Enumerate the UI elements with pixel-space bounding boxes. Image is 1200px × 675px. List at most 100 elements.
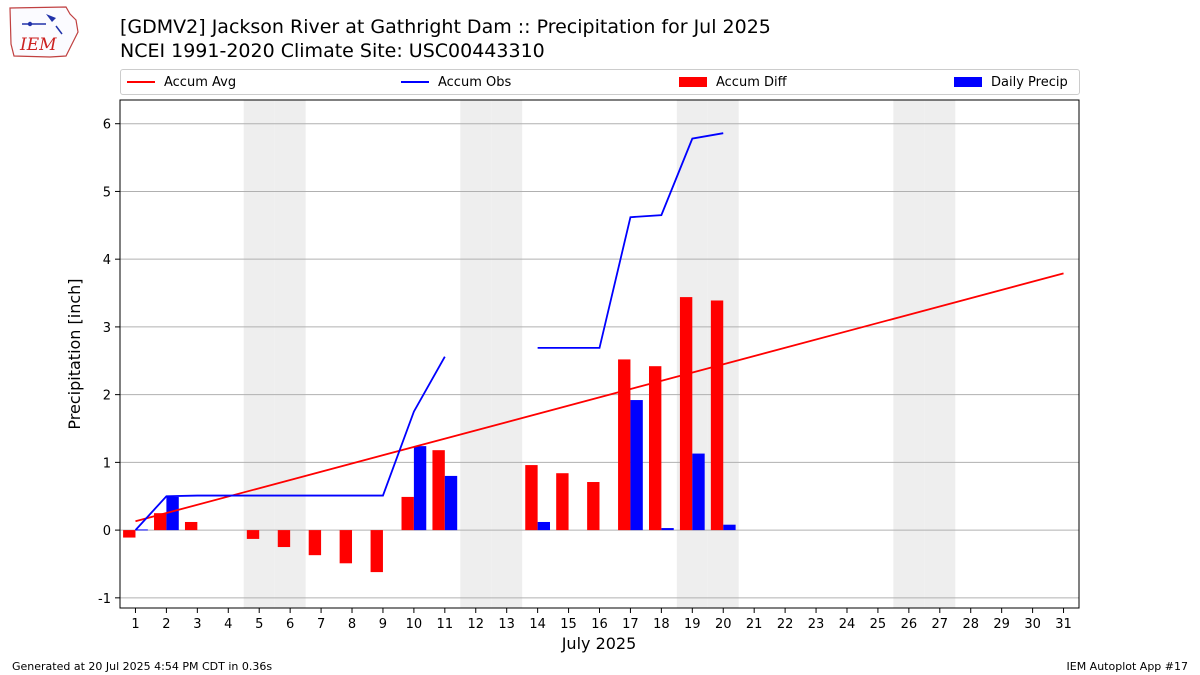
accum-diff-bar bbox=[339, 530, 353, 564]
accum-diff-bar bbox=[525, 465, 538, 531]
legend-label-daily-precip: Daily Precip bbox=[991, 74, 1068, 90]
accum-diff-bar bbox=[648, 366, 662, 531]
logo-text: IEM bbox=[19, 35, 57, 55]
x-tick-label: 12 bbox=[467, 617, 484, 632]
plot-frame bbox=[119, 99, 1080, 609]
accum-obs-series-line bbox=[537, 132, 724, 349]
weekend-band bbox=[460, 100, 492, 608]
x-tick-label: 13 bbox=[498, 617, 515, 632]
x-tick-label: 29 bbox=[993, 617, 1010, 632]
x-tick-label: 17 bbox=[622, 617, 639, 632]
y-tick-label: 1 bbox=[103, 456, 111, 471]
y-tick-label: 2 bbox=[103, 389, 111, 404]
x-tick-label: 25 bbox=[870, 617, 887, 632]
weekend-band bbox=[491, 100, 523, 608]
accum-diff-bar bbox=[587, 482, 600, 531]
x-tick-label: 30 bbox=[1024, 617, 1041, 632]
x-axis-label: July 2025 bbox=[561, 634, 637, 653]
x-tick-label: 18 bbox=[653, 617, 670, 632]
y-tick-label: 4 bbox=[103, 253, 111, 268]
legend-label-accum-obs: Accum Obs bbox=[438, 74, 512, 90]
x-tick-label: 19 bbox=[684, 617, 701, 632]
legend-label-accum-diff: Accum Diff bbox=[716, 74, 787, 90]
legend-swatch-blue-line bbox=[401, 81, 429, 83]
y-axis-label: Precipitation [inch] bbox=[65, 278, 84, 429]
weekend-band bbox=[676, 100, 708, 608]
accum-diff-bar bbox=[432, 450, 445, 531]
x-tick-label: 31 bbox=[1055, 617, 1072, 632]
x-tick-label: 1 bbox=[131, 617, 139, 632]
daily-precip-bar bbox=[661, 528, 674, 531]
accum-diff-bar bbox=[184, 521, 198, 531]
y-tick-label: -1 bbox=[98, 592, 111, 607]
daily-precip-bars bbox=[135, 400, 736, 531]
x-tick-label: 8 bbox=[348, 617, 356, 632]
accum-avg-series-line bbox=[135, 272, 1064, 523]
x-tick-label: 5 bbox=[255, 617, 263, 632]
generated-footer: Generated at 20 Jul 2025 4:54 PM CDT in … bbox=[12, 660, 273, 673]
weekend-band bbox=[893, 100, 925, 608]
accum-diff-bar bbox=[401, 496, 414, 531]
chart-title: [GDMV2] Jackson River at Gathright Dam :… bbox=[120, 16, 771, 38]
accum-obs-line bbox=[134, 132, 724, 531]
y-tick-label: 0 bbox=[103, 524, 111, 539]
daily-precip-bar bbox=[630, 400, 643, 531]
chart-legend: Accum Avg Accum Obs Accum Diff Daily Pre… bbox=[120, 69, 1080, 95]
accum-diff-bar bbox=[679, 297, 693, 531]
legend-swatch-red-box bbox=[679, 77, 707, 87]
weekend-shading bbox=[243, 100, 956, 608]
x-tick-label: 26 bbox=[901, 617, 918, 632]
x-tick-label: 9 bbox=[379, 617, 387, 632]
app-footer: IEM Autoplot App #17 bbox=[1066, 660, 1189, 673]
x-tick-label: 10 bbox=[406, 617, 423, 632]
daily-precip-bar bbox=[135, 529, 148, 531]
y-tick-label: 3 bbox=[103, 321, 111, 336]
x-tick-label: 20 bbox=[715, 617, 732, 632]
legend-item-accum-obs: Accum Obs bbox=[401, 70, 511, 94]
daily-precip-bar bbox=[723, 524, 736, 531]
weekend-band bbox=[707, 100, 739, 608]
x-tick-label: 22 bbox=[777, 617, 794, 632]
accum-diff-bar bbox=[710, 300, 724, 531]
x-tick-label: 27 bbox=[932, 617, 949, 632]
accum-diff-bar bbox=[246, 530, 260, 539]
legend-item-daily-precip: Daily Precip bbox=[954, 70, 1068, 94]
weekend-band bbox=[274, 100, 306, 608]
accum-diff-bar bbox=[618, 359, 631, 531]
accum-diff-bar bbox=[277, 530, 291, 548]
legend-item-accum-diff: Accum Diff bbox=[679, 70, 787, 94]
x-tick-label: 15 bbox=[560, 617, 577, 632]
daily-precip-bar bbox=[413, 446, 427, 531]
y-gridlines bbox=[120, 123, 1079, 599]
x-tick-label: 11 bbox=[437, 617, 454, 632]
weekend-band bbox=[243, 100, 275, 608]
x-tick-label: 3 bbox=[193, 617, 201, 632]
x-tick-label: 6 bbox=[286, 617, 294, 632]
legend-swatch-red-line bbox=[127, 81, 155, 83]
chart-subtitle: NCEI 1991-2020 Climate Site: USC00443310 bbox=[120, 40, 545, 62]
accum-diff-bar bbox=[556, 473, 569, 531]
legend-swatch-blue-box bbox=[954, 77, 982, 87]
accum-diff-bars bbox=[123, 297, 724, 573]
x-tick-label: 21 bbox=[746, 617, 763, 632]
accum-avg-line bbox=[135, 272, 1064, 523]
daily-precip-bar bbox=[166, 496, 179, 531]
accum-diff-bar bbox=[370, 530, 383, 573]
iem-logo: IEM bbox=[9, 6, 79, 58]
x-tick-label: 28 bbox=[962, 617, 979, 632]
accum-diff-bar bbox=[123, 530, 136, 538]
legend-label-accum-avg: Accum Avg bbox=[164, 74, 237, 90]
accum-obs-series-line bbox=[134, 356, 446, 531]
x-tick-label: 23 bbox=[808, 617, 825, 632]
accum-diff-bar bbox=[308, 530, 322, 556]
x-tick-label: 7 bbox=[317, 617, 325, 632]
legend-item-accum-avg: Accum Avg bbox=[127, 70, 236, 94]
x-tick-label: 24 bbox=[839, 617, 856, 632]
daily-precip-bar bbox=[444, 475, 458, 531]
daily-precip-bar bbox=[537, 521, 551, 531]
y-tick-label: 6 bbox=[103, 118, 111, 133]
x-tick-label: 16 bbox=[591, 617, 608, 632]
x-tick-label: 4 bbox=[224, 617, 232, 632]
